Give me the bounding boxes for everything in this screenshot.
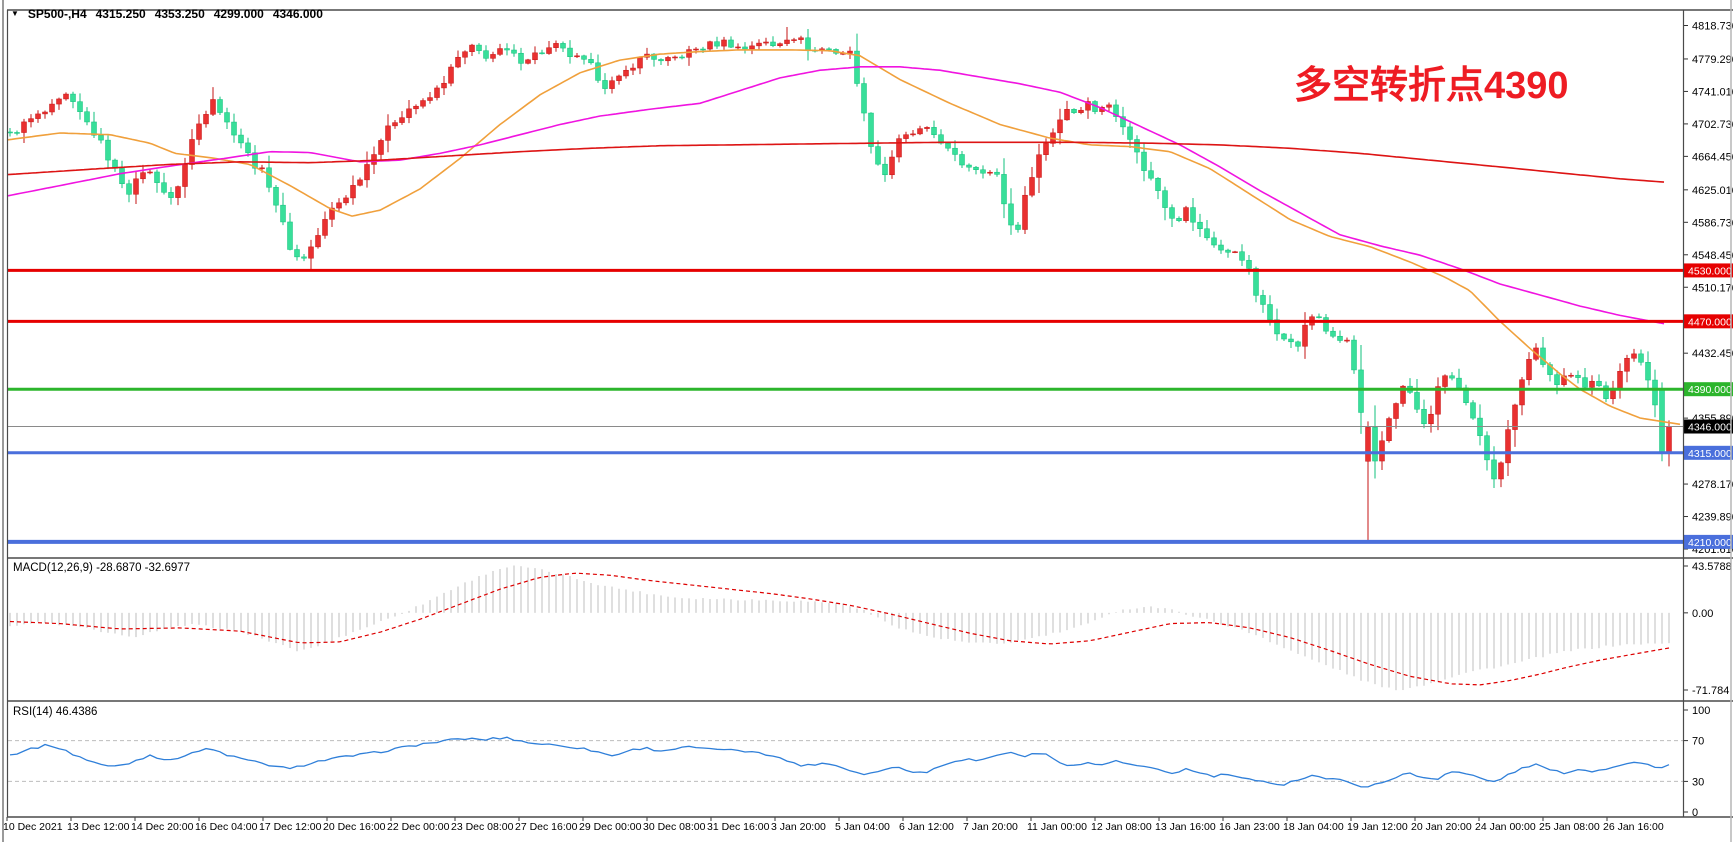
svg-text:16 Dec 04:00: 16 Dec 04:00 [195, 821, 258, 833]
time-axis[interactable]: 10 Dec 2021 13 Dec 12:00 14 Dec 20:00 16 De… [3, 817, 1664, 833]
svg-text:18 Jan 04:00: 18 Jan 04:00 [1283, 821, 1344, 833]
svg-text:4664.450: 4664.450 [1692, 151, 1733, 163]
svg-text:27 Dec 16:00: 27 Dec 16:00 [515, 821, 578, 833]
svg-text:4625.010: 4625.010 [1692, 185, 1733, 197]
ma-mid-magenta [7, 66, 1665, 325]
svg-text:0: 0 [1692, 807, 1698, 819]
annotation-text: 多空转折点4390 [1294, 65, 1569, 107]
svg-text:70: 70 [1692, 736, 1704, 748]
svg-text:7 Jan 20:00: 7 Jan 20:00 [963, 821, 1018, 833]
svg-text:26 Jan 16:00: 26 Jan 16:00 [1603, 821, 1664, 833]
rsi-layer [8, 736, 1683, 788]
ohlc-open-value: 4315.250 [95, 7, 146, 21]
horizontal-levels-layer[interactable] [8, 268, 1683, 544]
svg-text:10 Dec 2021: 10 Dec 2021 [3, 821, 63, 833]
svg-text:20 Dec 16:00: 20 Dec 16:00 [323, 821, 386, 833]
macd-signal-line [9, 572, 1670, 686]
svg-text:4586.730: 4586.730 [1692, 217, 1733, 229]
svg-text:4779.290: 4779.290 [1692, 54, 1733, 66]
svg-text:29 Dec 00:00: 29 Dec 00:00 [579, 821, 642, 833]
svg-text:25 Jan 08:00: 25 Jan 08:00 [1539, 821, 1600, 833]
svg-text:24 Jan 00:00: 24 Jan 00:00 [1475, 821, 1536, 833]
svg-text:31 Dec 16:00: 31 Dec 16:00 [707, 821, 770, 833]
svg-text:30 Dec 08:00: 30 Dec 08:00 [643, 821, 706, 833]
svg-text:4346.000: 4346.000 [1688, 422, 1732, 434]
svg-text:13 Dec 12:00: 13 Dec 12:00 [67, 821, 130, 833]
svg-text:30: 30 [1692, 776, 1704, 788]
svg-text:4390.000: 4390.000 [1688, 384, 1732, 396]
candles-layer [7, 26, 1672, 542]
svg-text:19 Jan 12:00: 19 Jan 12:00 [1347, 821, 1408, 833]
svg-text:43.5788: 43.5788 [1692, 561, 1732, 573]
svg-text:11 Jan 00:00: 11 Jan 00:00 [1027, 821, 1087, 833]
chart-title-bar[interactable]: ▼ SP500-,H4 4315.250 4353.250 4299.000 4… [11, 7, 323, 21]
svg-text:100: 100 [1692, 705, 1710, 717]
svg-text:4278.170: 4278.170 [1692, 479, 1733, 491]
svg-text:4210.000: 4210.000 [1688, 537, 1732, 549]
price-axis[interactable]: 4818.730 4779.290 4741.010 4702.730 4664.450… [1683, 21, 1733, 820]
ohlc-low-value: 4299.000 [213, 7, 264, 21]
svg-text:4510.170: 4510.170 [1692, 282, 1733, 294]
svg-text:5 Jan 04:00: 5 Jan 04:00 [835, 821, 890, 833]
svg-text:4702.730: 4702.730 [1692, 119, 1733, 131]
svg-text:16 Jan 23:00: 16 Jan 23:00 [1219, 821, 1280, 833]
svg-text:4741.010: 4741.010 [1692, 86, 1733, 98]
moving-averages-layer [7, 49, 1681, 426]
svg-text:4432.450: 4432.450 [1692, 348, 1733, 360]
price-level-badges: 4530.000 4470.000 4390.000 4346.000 4315.000… [1684, 263, 1733, 549]
macd-histogram [9, 565, 1670, 691]
svg-text:4548.450: 4548.450 [1692, 250, 1733, 262]
ma-slow-red [7, 141, 1665, 183]
svg-text:22 Dec 00:00: 22 Dec 00:00 [387, 821, 450, 833]
svg-text:4239.890: 4239.890 [1692, 512, 1733, 524]
svg-text:4315.000: 4315.000 [1688, 448, 1732, 460]
svg-text:14 Dec 20:00: 14 Dec 20:00 [131, 821, 194, 833]
svg-text:4470.000: 4470.000 [1688, 316, 1732, 328]
svg-text:6 Jan 12:00: 6 Jan 12:00 [899, 821, 954, 833]
rsi-indicator-label: RSI(14) 46.4386 [13, 706, 98, 718]
ohlc-high-value: 4353.250 [154, 7, 205, 21]
svg-text:4818.730: 4818.730 [1692, 21, 1733, 33]
chart-menu-triangle-icon[interactable]: ▼ [11, 9, 19, 18]
svg-text:17 Dec 12:00: 17 Dec 12:00 [259, 821, 322, 833]
svg-text:-71.784: -71.784 [1692, 685, 1729, 697]
svg-text:13 Jan 16:00: 13 Jan 16:00 [1155, 821, 1216, 833]
svg-text:12 Jan 08:00: 12 Jan 08:00 [1091, 821, 1152, 833]
svg-text:23 Dec 08:00: 23 Dec 08:00 [451, 821, 514, 833]
svg-text:20 Jan 20:00: 20 Jan 20:00 [1411, 821, 1472, 833]
symbol-period-label: SP500-,H4 [27, 7, 87, 21]
svg-text:4530.000: 4530.000 [1688, 265, 1732, 277]
ma-fast-orange [7, 49, 1681, 426]
ohlc-close-value: 4346.000 [272, 7, 323, 21]
svg-text:3 Jan 20:00: 3 Jan 20:00 [771, 821, 826, 833]
macd-indicator-label: MACD(12,26,9) -28.6870 -32.6977 [13, 562, 191, 574]
svg-text:0.00: 0.00 [1692, 608, 1713, 620]
